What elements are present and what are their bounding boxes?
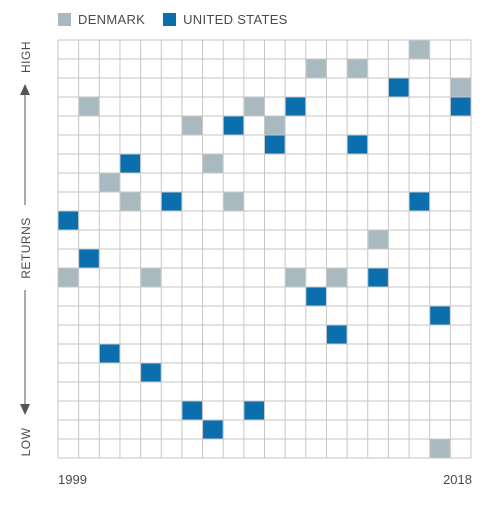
x-label-start-year: 1999: [58, 472, 87, 487]
axis-high-label: HIGH: [19, 41, 33, 73]
united-states-label: UNITED STATES: [183, 11, 288, 27]
denmark-cell: [306, 59, 326, 78]
legend-item-united-states: UNITED STATES: [163, 12, 288, 27]
denmark-cell: [430, 439, 450, 458]
denmark-cell: [79, 97, 99, 116]
denmark-cell: [141, 268, 161, 287]
x-label-end-year: 2018: [443, 472, 472, 487]
united-states-cell: [120, 154, 141, 173]
united-states-cell: [141, 363, 161, 382]
denmark-cell: [347, 59, 368, 78]
returns-axis: HIGH RETURNS LOW: [19, 41, 33, 456]
denmark-cell: [265, 116, 285, 135]
united-states-cell: [450, 97, 471, 116]
united-states-cell: [388, 78, 409, 97]
united-states-cell: [79, 249, 99, 268]
united-states-cell: [368, 268, 388, 287]
united-states-cell: [347, 135, 368, 154]
axis-returns-label: RETURNS: [19, 217, 33, 279]
united-states-cell: [265, 135, 285, 154]
united-states-cell: [223, 116, 244, 135]
united-states-cell: [58, 211, 79, 230]
denmark-label: DENMARK: [78, 11, 146, 27]
denmark-cell: [120, 192, 141, 211]
united-states-cell: [430, 306, 450, 325]
legend: DENMARK UNITED STATES: [58, 11, 306, 27]
denmark-cell: [326, 268, 347, 287]
united-states-cell: [203, 420, 223, 439]
grid-lines: [57, 39, 472, 459]
denmark-cell: [182, 116, 203, 135]
united-states-cell: [409, 192, 430, 211]
denmark-cell: [223, 192, 244, 211]
denmark-swatch: [58, 12, 71, 26]
arrow-up-icon: [20, 84, 30, 95]
denmark-cell: [203, 154, 223, 173]
rank-cells: [58, 40, 471, 458]
united-states-cell: [182, 401, 203, 420]
denmark-cell: [409, 40, 430, 59]
united-states-swatch: [163, 12, 177, 26]
united-states-cell: [285, 97, 306, 116]
united-states-cell: [306, 287, 326, 306]
united-states-cell: [161, 192, 182, 211]
united-states-cell: [326, 325, 347, 344]
arrow-down-icon: [20, 404, 30, 415]
united-states-cell: [244, 401, 264, 420]
denmark-cell: [99, 173, 120, 192]
denmark-cell: [368, 230, 388, 249]
denmark-cell: [58, 268, 79, 287]
axis-low-label: LOW: [19, 427, 33, 456]
denmark-cell: [285, 268, 306, 287]
united-states-cell: [99, 344, 120, 363]
denmark-cell: [244, 97, 264, 116]
legend-item-denmark: DENMARK: [58, 12, 145, 27]
denmark-cell: [450, 78, 471, 97]
